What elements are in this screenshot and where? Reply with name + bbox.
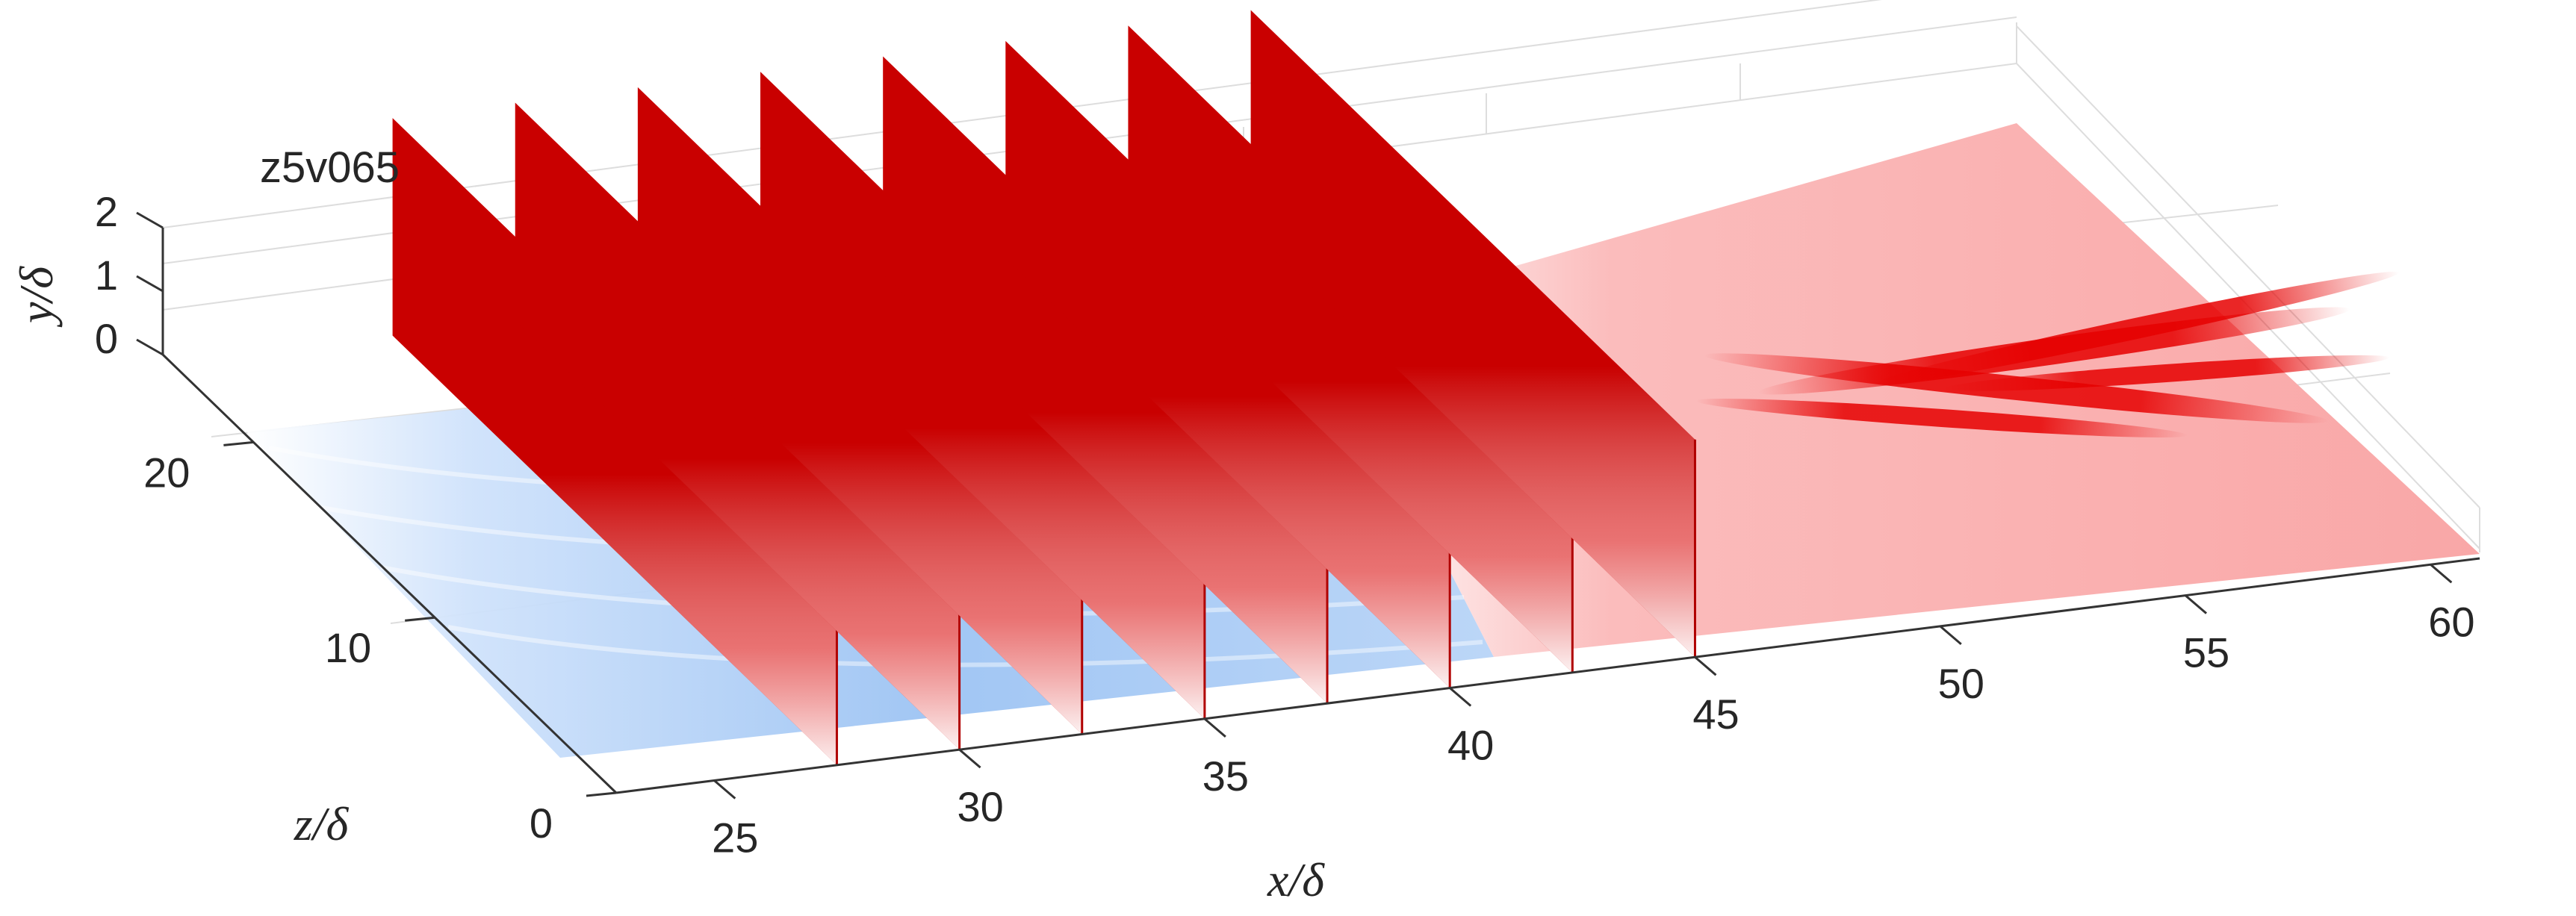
grid-line	[2016, 25, 2480, 508]
z-tick	[405, 616, 435, 622]
x-tick-label: 60	[2428, 598, 2474, 645]
x-tick	[958, 749, 981, 769]
x-tick	[713, 779, 736, 800]
x-tick	[2430, 564, 2453, 584]
z-axis-label: z/δ	[294, 797, 350, 850]
x-tick-label: 50	[1938, 660, 1984, 707]
x-tick	[1449, 687, 1472, 707]
y-tick	[136, 275, 164, 293]
slice-fade	[1128, 25, 1573, 673]
x-tick	[2185, 594, 2208, 614]
grid-line	[162, 0, 1882, 228]
x-axis-line	[615, 557, 2480, 794]
z-tick	[586, 791, 617, 797]
y-tick-label: 1	[95, 252, 118, 299]
slice-fade	[883, 56, 1328, 704]
z-tick-label: 0	[530, 800, 553, 847]
x-tick-label: 25	[712, 814, 758, 861]
slice-plane	[1250, 10, 1696, 658]
case-annotation: z5v065	[260, 143, 400, 192]
tick-marks	[136, 211, 2453, 800]
slice-fade	[637, 87, 1082, 735]
z-tick-label: 10	[325, 624, 371, 671]
x-tick-label: 30	[957, 783, 1003, 830]
x-tick	[1694, 656, 1717, 676]
x-tick-label: 45	[1692, 691, 1739, 738]
x-tick-label: 35	[1202, 753, 1249, 800]
x-tick-label: 55	[2183, 629, 2229, 676]
y-tick	[136, 338, 164, 356]
y-tick-label: 0	[95, 315, 118, 362]
x-tick	[1203, 717, 1226, 738]
slice-fade	[760, 72, 1205, 719]
slice-fade	[515, 102, 960, 750]
y-tick-label: 2	[95, 188, 118, 235]
z-tick	[223, 440, 254, 446]
tick-labels: 25 30 35 40 45 50 55 60 0 10 20 0 1 2	[95, 188, 2475, 861]
x-tick-label: 40	[1447, 722, 1494, 769]
slice-planes	[392, 10, 1696, 765]
x-tick	[1939, 625, 1962, 646]
y-tick	[136, 211, 164, 229]
slice-fade	[392, 118, 837, 765]
slice-fade	[1250, 10, 1695, 658]
x-axis-label: x/δ	[1267, 853, 1325, 906]
z-axis-line	[161, 353, 618, 794]
slice-fade	[1005, 40, 1450, 688]
z-tick-label: 20	[143, 449, 190, 496]
y-axis-label: y/δ	[10, 266, 63, 328]
floor-red-streaks	[1695, 271, 2400, 437]
